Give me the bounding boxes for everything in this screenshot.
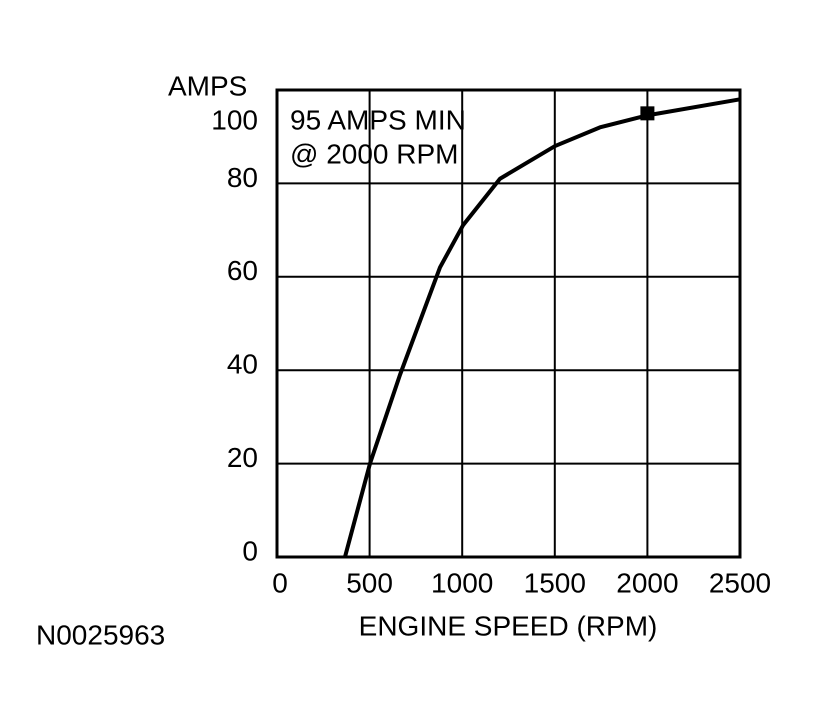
- y-tick-label: 20: [227, 442, 258, 473]
- x-tick-label: 500: [346, 567, 393, 598]
- y-tick-label: 80: [227, 162, 258, 193]
- x-axis-label: ENGINE SPEED (RPM): [359, 610, 658, 641]
- annotation: 95 AMPS MIN: [290, 104, 466, 135]
- y-tick-label: 60: [227, 255, 258, 286]
- figure-id: N0025963: [36, 619, 165, 650]
- x-tick-label: 1500: [524, 567, 586, 598]
- y-tick-label: 0: [242, 535, 258, 566]
- y-tick-label: 100: [211, 104, 258, 135]
- annotation: @ 2000 RPM: [290, 138, 459, 169]
- x-tick-label: 0: [272, 567, 288, 598]
- y-tick-label: 40: [227, 349, 258, 380]
- x-tick-label: 2500: [709, 567, 771, 598]
- plot-frame: [275, 88, 742, 559]
- x-tick-label: 2000: [616, 567, 678, 598]
- y-axis-label: AMPS: [168, 70, 247, 101]
- x-tick-label: 1000: [431, 567, 493, 598]
- data-line: [343, 97, 741, 558]
- marker-point: [640, 106, 655, 121]
